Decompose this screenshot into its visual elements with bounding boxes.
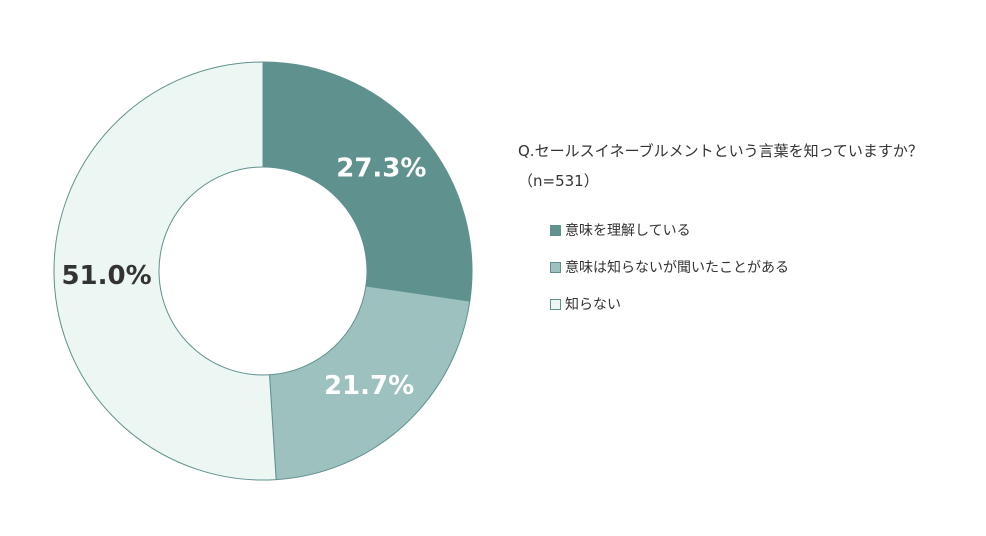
slice-label-unknown: 51.0%: [61, 261, 151, 291]
legend-item-understand: 意味を理解している: [550, 220, 789, 240]
legend-item-unknown: 知らない: [550, 294, 789, 314]
legend-label: 意味は知らないが聞いたことがある: [565, 260, 789, 276]
legend-swatch: [550, 224, 561, 236]
legend-label: 意味を理解している: [565, 223, 691, 239]
slice-label-understand: 27.3%: [336, 154, 426, 184]
chart-subtitle: （n=531）: [518, 172, 599, 190]
legend-swatch: [550, 261, 561, 273]
legend-label: 知らない: [565, 297, 621, 313]
legend: 意味を理解している 意味は知らないが聞いたことがある 知らない: [550, 220, 789, 331]
slice-label-heard: 21.7%: [324, 371, 414, 401]
legend-swatch: [550, 298, 561, 310]
chart-title: Q.セールスイネーブルメントという言葉を知っていますか？: [518, 142, 923, 160]
legend-item-heard: 意味は知らないが聞いたことがある: [550, 257, 789, 277]
slice-heard: [268, 285, 471, 481]
slice-understand: [262, 61, 473, 302]
slice-unknown: [53, 61, 277, 481]
